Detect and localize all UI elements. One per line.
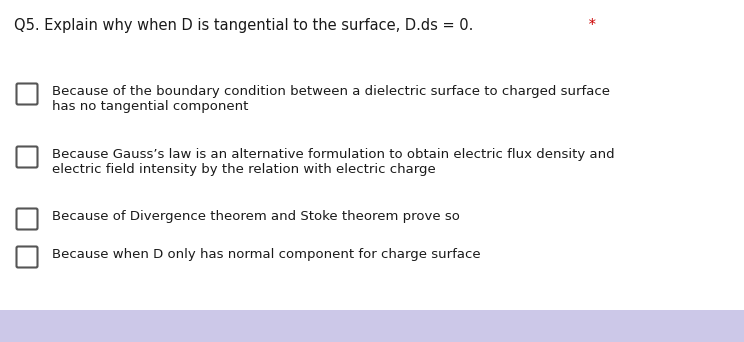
Text: Q5. Explain why when D is tangential to the surface, D.ds = 0.: Q5. Explain why when D is tangential to … [14, 18, 473, 33]
Text: Because of Divergence theorem and Stoke theorem prove so: Because of Divergence theorem and Stoke … [52, 210, 460, 223]
Text: electric field intensity by the relation with electric charge: electric field intensity by the relation… [52, 163, 436, 176]
Text: has no tangential component: has no tangential component [52, 100, 248, 113]
Text: Because Gauss’s law is an alternative formulation to obtain electric flux densit: Because Gauss’s law is an alternative fo… [52, 148, 615, 161]
Text: Because when D only has normal component for charge surface: Because when D only has normal component… [52, 248, 481, 261]
Text: Because of the boundary condition between a dielectric surface to charged surfac: Because of the boundary condition betwee… [52, 85, 610, 98]
Bar [0, 310, 744, 342]
Text: *: * [584, 18, 596, 33]
